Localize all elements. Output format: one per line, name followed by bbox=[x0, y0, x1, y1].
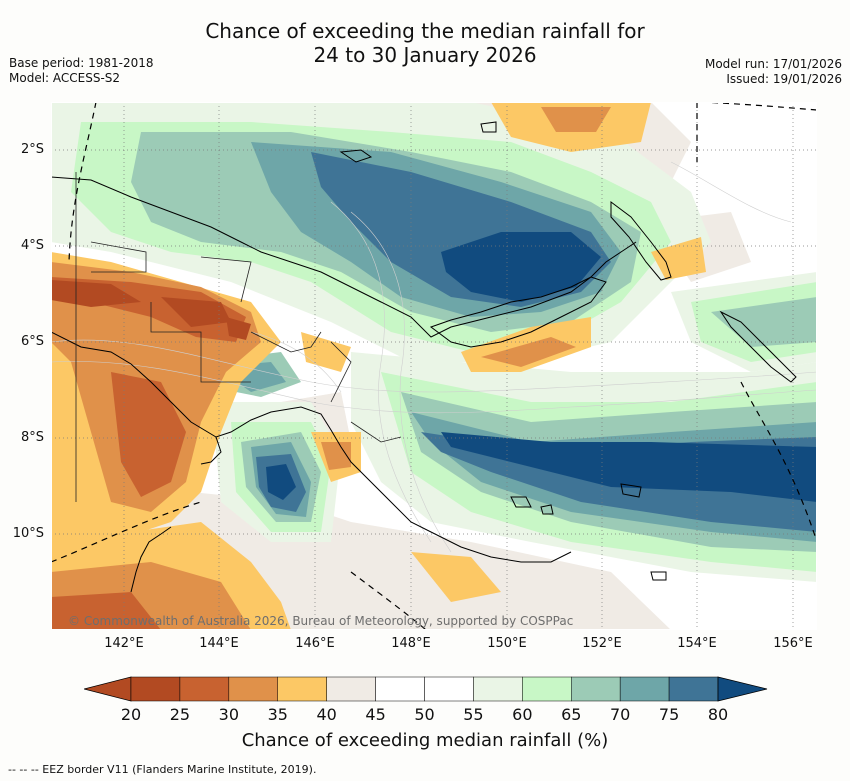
colorbar-segment bbox=[571, 676, 621, 702]
colorbar-segment bbox=[668, 676, 719, 702]
colorbar-segment bbox=[228, 676, 278, 702]
issued-date: Issued: 19/01/2026 bbox=[726, 72, 842, 86]
chart-title-line2: 24 to 30 January 2026 bbox=[313, 43, 537, 67]
x-tick: 144°E bbox=[199, 636, 239, 651]
coastlines bbox=[51, 121, 797, 593]
border-lines bbox=[75, 172, 402, 502]
colorbar-segment bbox=[326, 676, 376, 702]
graticule bbox=[51, 102, 817, 630]
colorbar-segment bbox=[473, 676, 523, 702]
x-tick: 150°E bbox=[487, 636, 527, 651]
colorbar-segment bbox=[375, 676, 425, 702]
colorbar-tick-label: 50 bbox=[414, 705, 435, 724]
colorbar-segment bbox=[619, 676, 670, 702]
colorbar-segment bbox=[130, 676, 181, 702]
meta-left: Base period: 1981-2018 Model: ACCESS-S2 bbox=[9, 56, 154, 86]
contour-lines bbox=[51, 161, 817, 553]
colorbar-tick-label: 60 bbox=[512, 705, 533, 724]
y-tick: 6°S bbox=[20, 334, 44, 349]
colorbar-tick-label: 80 bbox=[707, 705, 729, 724]
blue-80-zones bbox=[266, 232, 817, 502]
model-name: Model: ACCESS-S2 bbox=[9, 71, 121, 85]
colorbar-segment bbox=[179, 676, 230, 702]
rainfall-map bbox=[51, 102, 817, 630]
copyright-note: © Commonwealth of Australia 2026, Bureau… bbox=[68, 614, 574, 628]
brown-20-zones bbox=[51, 280, 251, 340]
x-tick: 154°E bbox=[677, 636, 717, 651]
colorbar-tick-label: 25 bbox=[169, 705, 191, 724]
colorbar-tick-label: 65 bbox=[561, 705, 582, 724]
model-run: Model run: 17/01/2026 bbox=[704, 57, 842, 71]
colorbar-tick-label: 30 bbox=[218, 705, 239, 724]
colorbar-tick-label: 55 bbox=[463, 705, 484, 724]
x-tick: 142°E bbox=[104, 636, 144, 651]
colorbar-tick-label: 45 bbox=[365, 705, 386, 724]
meta-right: Model run: 17/01/2026 Issued: 19/01/2026 bbox=[705, 57, 842, 87]
colorbar-tick-label: 70 bbox=[609, 705, 631, 724]
colorbar-tick-label: 75 bbox=[658, 705, 680, 724]
x-tick: 146°E bbox=[295, 636, 335, 651]
eez-lines bbox=[51, 102, 817, 630]
eez-legend: -- -- -- EEZ border V11 (Flanders Marine… bbox=[8, 763, 317, 776]
colorbar bbox=[84, 676, 768, 702]
x-tick: 148°E bbox=[391, 636, 431, 651]
colorbar-extend-high bbox=[717, 676, 768, 702]
base-period: Base period: 1981-2018 bbox=[9, 56, 154, 70]
colorbar-tick-label: 20 bbox=[120, 705, 142, 724]
colorbar-segment bbox=[522, 676, 572, 702]
colorbar-tick-label: 40 bbox=[316, 705, 337, 724]
x-tick: 152°E bbox=[582, 636, 622, 651]
colorbar-tick-label: 35 bbox=[267, 705, 288, 724]
chart-title-line1: Chance of exceeding the median rainfall … bbox=[205, 19, 645, 43]
y-tick: 2°S bbox=[20, 142, 44, 157]
x-tick: 156°E bbox=[773, 636, 813, 651]
colorbar-label: Chance of exceeding median rainfall (%) bbox=[241, 730, 609, 751]
y-tick: 10°S bbox=[12, 526, 44, 541]
colorbar-segment bbox=[424, 676, 474, 702]
y-tick: 8°S bbox=[20, 430, 44, 445]
colorbar-extend-low bbox=[84, 676, 132, 702]
y-tick: 4°S bbox=[20, 238, 44, 253]
colorbar-segment bbox=[277, 676, 327, 702]
